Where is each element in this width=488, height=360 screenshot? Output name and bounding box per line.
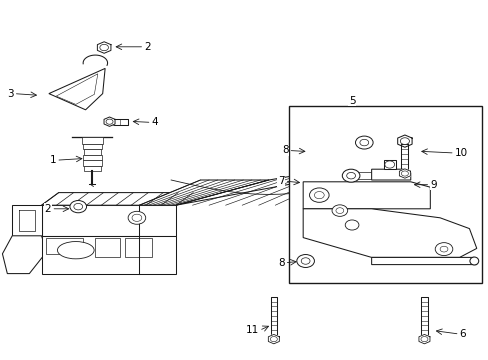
- Polygon shape: [56, 74, 98, 104]
- Bar: [288, 106, 481, 283]
- Circle shape: [346, 172, 355, 179]
- Circle shape: [132, 214, 142, 221]
- Text: 9: 9: [429, 180, 436, 190]
- Polygon shape: [303, 209, 476, 257]
- Polygon shape: [418, 334, 429, 344]
- Circle shape: [355, 136, 372, 149]
- Circle shape: [345, 220, 358, 230]
- Text: 8: 8: [277, 258, 284, 268]
- Text: 3: 3: [7, 89, 14, 99]
- Circle shape: [342, 169, 359, 182]
- Circle shape: [434, 243, 452, 256]
- Circle shape: [100, 44, 108, 51]
- Text: 4: 4: [151, 117, 158, 127]
- Ellipse shape: [469, 257, 478, 265]
- Bar: [84, 166, 101, 171]
- Circle shape: [400, 138, 408, 144]
- Bar: [270, 297, 277, 335]
- Bar: [83, 149, 101, 155]
- Circle shape: [359, 139, 368, 146]
- Text: 11: 11: [245, 325, 259, 336]
- Circle shape: [420, 337, 427, 342]
- Polygon shape: [46, 238, 83, 254]
- Bar: [83, 160, 102, 166]
- Polygon shape: [371, 257, 476, 265]
- Circle shape: [331, 205, 347, 216]
- Polygon shape: [176, 144, 478, 205]
- Bar: [82, 137, 102, 144]
- Polygon shape: [399, 169, 409, 178]
- Bar: [83, 144, 102, 149]
- Polygon shape: [268, 334, 279, 344]
- Text: 5: 5: [348, 96, 355, 106]
- Bar: [401, 144, 407, 169]
- Text: 2: 2: [44, 204, 51, 214]
- Bar: [111, 119, 128, 125]
- Text: 1: 1: [49, 155, 56, 165]
- Text: 6: 6: [459, 329, 466, 339]
- Polygon shape: [49, 68, 105, 110]
- Circle shape: [270, 337, 277, 342]
- Bar: [82, 155, 102, 160]
- Polygon shape: [41, 193, 193, 205]
- Polygon shape: [371, 169, 410, 180]
- Text: 7: 7: [277, 176, 284, 186]
- Circle shape: [128, 211, 145, 224]
- Polygon shape: [355, 172, 372, 179]
- Circle shape: [301, 258, 309, 264]
- Text: 8: 8: [281, 145, 288, 156]
- Circle shape: [439, 246, 447, 252]
- Circle shape: [314, 192, 324, 199]
- Polygon shape: [303, 182, 429, 209]
- Polygon shape: [95, 238, 120, 257]
- Polygon shape: [97, 42, 111, 53]
- Circle shape: [401, 171, 407, 176]
- Polygon shape: [397, 135, 411, 147]
- Polygon shape: [41, 236, 176, 274]
- Circle shape: [384, 161, 394, 168]
- Polygon shape: [139, 180, 268, 205]
- Circle shape: [106, 119, 113, 124]
- Circle shape: [309, 188, 328, 202]
- Polygon shape: [2, 236, 46, 274]
- Circle shape: [74, 203, 82, 210]
- Text: 2: 2: [144, 42, 151, 52]
- Polygon shape: [383, 160, 395, 169]
- Polygon shape: [41, 205, 176, 236]
- Polygon shape: [104, 117, 115, 126]
- Text: 10: 10: [454, 148, 467, 158]
- Polygon shape: [12, 205, 41, 236]
- Polygon shape: [124, 238, 151, 257]
- Ellipse shape: [57, 242, 94, 259]
- Circle shape: [70, 201, 86, 213]
- Circle shape: [296, 255, 314, 267]
- Bar: [421, 297, 427, 335]
- Circle shape: [335, 208, 343, 213]
